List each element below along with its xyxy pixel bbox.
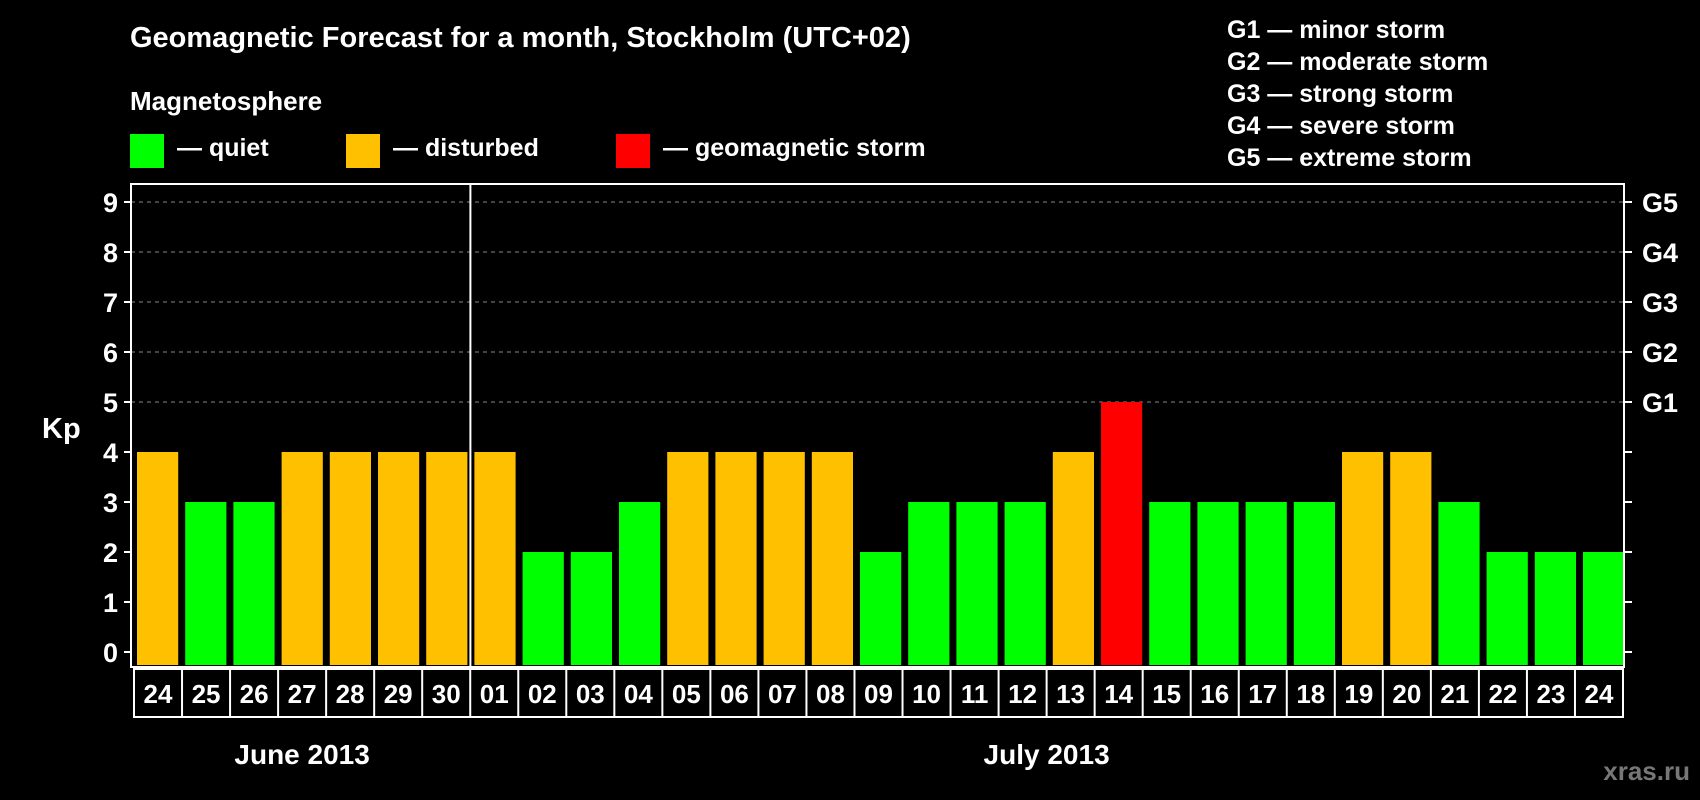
g-legend-item-g3: G3 — strong storm [1227, 80, 1454, 108]
bar [860, 552, 902, 665]
bar [281, 452, 323, 665]
date-label: 02 [528, 679, 557, 709]
y-tick-label: 8 [103, 238, 118, 268]
month-label: June 2013 [234, 739, 369, 770]
chart-title: Geomagnetic Forecast for a month, Stockh… [130, 22, 911, 54]
g-legend-item-g5: G5 — extreme storm [1227, 144, 1472, 172]
bar [1004, 502, 1046, 665]
y-tick-label: 0 [103, 638, 118, 668]
y-tick-label: 4 [103, 438, 118, 468]
bar [1197, 502, 1239, 665]
magnetosphere-label: Magnetosphere [130, 86, 323, 116]
y-tick-label: 5 [103, 388, 118, 418]
right-axis-label: G2 [1642, 338, 1678, 368]
right-axis-label: G5 [1642, 188, 1678, 218]
date-label: 04 [624, 679, 653, 709]
y-tick-label: 7 [103, 288, 118, 318]
bar [1486, 552, 1528, 665]
bar [1390, 452, 1432, 665]
y-tick-label: 3 [103, 488, 118, 518]
date-label: 17 [1248, 679, 1277, 709]
legend-disturbed-swatch [346, 134, 380, 168]
bar [956, 502, 998, 665]
bar [137, 452, 179, 665]
date-label: 14 [1104, 679, 1133, 709]
bar [763, 452, 805, 665]
bar [619, 502, 661, 665]
date-label: 16 [1200, 679, 1229, 709]
bar [1583, 552, 1625, 665]
date-label: 30 [432, 679, 461, 709]
y-tick-label: 1 [103, 588, 118, 618]
date-label: 01 [480, 679, 509, 709]
bar [1342, 452, 1384, 665]
date-label: 13 [1056, 679, 1085, 709]
date-label: 24 [144, 679, 173, 709]
date-label: 07 [768, 679, 797, 709]
date-label: 15 [1152, 679, 1181, 709]
bar [1534, 552, 1576, 665]
bar [522, 552, 564, 665]
legend-quiet-label: — quiet [177, 134, 269, 162]
date-label: 21 [1440, 679, 1469, 709]
date-label: 28 [336, 679, 365, 709]
month-label: July 2013 [984, 739, 1110, 770]
date-label: 06 [720, 679, 749, 709]
bar [378, 452, 420, 665]
bar [329, 452, 371, 665]
watermark: xras.ru [1603, 756, 1690, 786]
date-label: 26 [240, 679, 269, 709]
bar [426, 452, 468, 665]
y-tick-label: 9 [103, 188, 118, 218]
bar [1293, 502, 1335, 665]
date-label: 10 [912, 679, 941, 709]
bar [667, 452, 709, 665]
right-axis-label: G3 [1642, 288, 1678, 318]
y-axis-label: Kp [42, 413, 81, 445]
right-axis-label: G1 [1642, 388, 1678, 418]
date-label: 05 [672, 679, 701, 709]
date-label: 18 [1296, 679, 1325, 709]
date-label: 12 [1008, 679, 1037, 709]
legend-storm-swatch [616, 134, 650, 168]
plot-frame [130, 183, 1625, 668]
date-label: 25 [192, 679, 221, 709]
date-label: 27 [288, 679, 317, 709]
date-label: 03 [576, 679, 605, 709]
g-legend-item-g2: G2 — moderate storm [1227, 48, 1489, 76]
bar [1052, 452, 1094, 665]
bar [1101, 402, 1143, 665]
bar [474, 452, 516, 665]
bar [233, 502, 275, 665]
date-label: 19 [1344, 679, 1373, 709]
date-label: 20 [1392, 679, 1421, 709]
date-label: 24 [1585, 679, 1614, 709]
date-label: 23 [1536, 679, 1565, 709]
bar [1245, 502, 1287, 665]
bar [1438, 502, 1480, 665]
date-label: 08 [816, 679, 845, 709]
y-tick-label: 6 [103, 338, 118, 368]
date-label: 29 [384, 679, 413, 709]
g-scale-legend: G1 — minor storm G2 — moderate storm G3 … [1227, 14, 1488, 174]
legend-disturbed-label: — disturbed [393, 134, 539, 162]
g-legend-item-g4: G4 — severe storm [1227, 112, 1455, 140]
bar [185, 502, 227, 665]
bar [1149, 502, 1191, 665]
date-table [133, 668, 1624, 718]
y-tick-label: 2 [103, 538, 118, 568]
bar [811, 452, 853, 665]
bar [908, 502, 950, 665]
g-legend-item-g1: G1 — minor storm [1227, 16, 1446, 44]
legend-storm-label: — geomagnetic storm [663, 134, 926, 162]
bar [570, 552, 612, 665]
date-label: 11 [961, 679, 989, 709]
date-label: 22 [1488, 679, 1517, 709]
bar [715, 452, 757, 665]
right-axis-label: G4 [1642, 238, 1678, 268]
date-label: 09 [864, 679, 893, 709]
legend-quiet-swatch [130, 134, 164, 168]
